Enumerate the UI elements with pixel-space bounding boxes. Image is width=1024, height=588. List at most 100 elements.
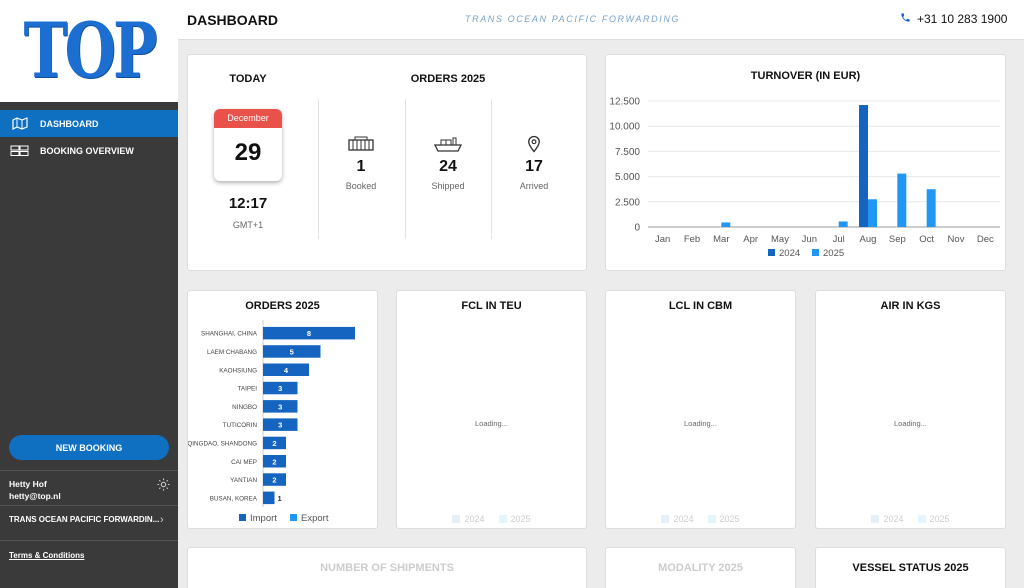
bar-2025-Aug: [868, 199, 877, 227]
legend-label: Import: [250, 513, 277, 524]
turnover-chart: 0 2.500 5.000 7.500 10.000 12.500 Jan Feb Mar Apr…: [609, 97, 1000, 259]
bar-2025-Mar: [721, 222, 731, 227]
chart-legend: 2024 2025: [606, 514, 795, 524]
header: DASHBOARD TRANS OCEAN PACIFIC FORWARDING…: [178, 0, 1024, 40]
gear-icon[interactable]: [157, 478, 170, 496]
stat-label: Shipped: [431, 181, 465, 191]
bar-2024-Aug: [859, 105, 868, 227]
logo-text: TOP: [23, 6, 158, 95]
fcl-title: FCL IN TEU: [461, 300, 522, 312]
nav-item-booking-overview[interactable]: BOOKING OVERVIEW: [0, 137, 178, 164]
phone-icon: [900, 12, 911, 26]
divider: [405, 99, 406, 239]
legend-item: 2025: [917, 514, 950, 524]
user-email: hetty@top.nl: [9, 491, 61, 501]
stat-value: 1: [356, 158, 366, 175]
ship-icon: [433, 137, 463, 157]
bar-2025-Oct: [926, 189, 936, 227]
nav-item-dashboard[interactable]: DASHBOARD: [0, 110, 178, 137]
x-tick-label: Feb: [684, 234, 700, 245]
x-tick-label: Jun: [802, 234, 817, 245]
category-label: YANTIAN: [230, 477, 257, 484]
x-tick-label: Jul: [833, 234, 845, 245]
new-booking-button[interactable]: NEW BOOKING: [9, 435, 169, 460]
y-tick-label: 2.500: [615, 197, 640, 208]
data-label: 3: [278, 402, 282, 411]
y-tick-label: 12.500: [609, 97, 640, 108]
timezone: GMT+1: [232, 220, 264, 230]
orders-summary-title: ORDERS 2025: [410, 73, 486, 85]
phone-number: +31 10 283 1900: [917, 12, 1008, 26]
legend-item: 2024: [871, 514, 904, 524]
vessel-status-card: VESSEL STATUS 2025: [815, 547, 1006, 588]
map-icon: [0, 117, 40, 130]
data-label: 2: [272, 439, 276, 448]
category-label: KAOHSIUNG: [219, 367, 257, 374]
x-tick-label: Apr: [743, 234, 758, 245]
page-title: DASHBOARD: [187, 12, 278, 28]
loading-text: Loading...: [684, 419, 717, 428]
data-label: 4: [284, 366, 289, 375]
bar-import-CAI MEP: [263, 455, 286, 468]
stat-value: 17: [525, 158, 543, 175]
category-label: BUSAN, KOREA: [210, 495, 258, 502]
nav-item-label: DASHBOARD: [40, 118, 99, 129]
stat-shipped: 24 Shipped: [414, 135, 482, 191]
bar-2025-Jul: [838, 221, 848, 227]
logo[interactable]: TOP: [0, 0, 178, 102]
modality-card: MODALITY 2025: [605, 547, 796, 588]
orders-ports-card: ORDERS 2025 SHANGHAI, CHINA 8 LAEM CHABANG…: [187, 290, 378, 529]
phone-contact[interactable]: +31 10 283 1900: [900, 12, 1007, 26]
user-name: Hetty Hof: [9, 479, 47, 489]
y-tick-label: 10.000: [609, 122, 640, 133]
shipments-card: NUMBER OF SHIPMENTS: [187, 547, 587, 588]
bar-import-BUSAN, KOREA: [263, 491, 275, 505]
chart-legend: 2024 2025: [816, 514, 1005, 524]
x-tick-label: Jan: [655, 234, 670, 245]
fcl-card: FCL IN TEU Loading... 2024 2025: [396, 290, 587, 529]
divider: [318, 99, 319, 239]
bar-import-TAIPEI: [263, 381, 298, 395]
legend-swatch: [452, 515, 461, 523]
shipments-title: NUMBER OF SHIPMENTS: [320, 562, 454, 574]
divider: [0, 505, 178, 506]
bar-import-KAOHSIUNG: [263, 363, 309, 376]
bar-import-LAEM CHABANG: [263, 345, 321, 358]
x-tick-label: May: [771, 234, 789, 245]
container-icon: [347, 136, 375, 157]
vessel-status-title: VESSEL STATUS 2025: [852, 562, 969, 574]
legend-item: 2025: [707, 514, 740, 524]
category-label: NINGBO: [232, 404, 257, 411]
air-title: AIR IN KGS: [880, 300, 941, 312]
category-label: TUTICORIN: [223, 422, 258, 429]
legend-item: 2024: [661, 514, 694, 524]
x-tick-label: Dec: [977, 234, 994, 245]
location-pin-icon: [525, 135, 543, 157]
data-label: 2: [272, 457, 276, 466]
stat-value: 24: [439, 158, 457, 175]
legend-swatch: [290, 514, 297, 521]
company-slogan: TRANS OCEAN PACIFIC FORWARDING: [465, 14, 681, 24]
data-label: 5: [290, 347, 294, 356]
divider: [0, 470, 178, 471]
terms-link[interactable]: Terms & Conditions: [9, 551, 85, 560]
legend-label: 2024: [779, 248, 800, 259]
current-time: 12:17: [228, 195, 268, 212]
data-label: 3: [278, 384, 282, 393]
orders-ports-chart: SHANGHAI, CHINA 8 LAEM CHABANG 5 KAOHSIUNG 4 T…: [188, 320, 355, 524]
stat-booked: 1 Booked: [328, 135, 394, 191]
calendar-widget: December 29: [214, 109, 282, 181]
chart-legend: 2024 2025: [397, 514, 586, 524]
today-card: TODAY ORDERS 2025 December 29 12:17 GMT+…: [187, 54, 587, 271]
chevron-right-icon[interactable]: ›: [160, 514, 164, 526]
bar-import-YANTIAN: [263, 473, 286, 486]
bar-import-QINGDAO, SHANDONG: [263, 436, 286, 450]
legend-swatch: [812, 249, 819, 256]
legend-swatch: [871, 515, 880, 523]
category-label: LAEM CHABANG: [207, 349, 257, 356]
bar-import-SHANGHAI, CHINA: [263, 326, 355, 340]
company-selector[interactable]: TRANS OCEAN PACIFIC FORWARDIN...: [9, 515, 159, 524]
x-tick-label: Oct: [919, 234, 934, 245]
category-label: QINGDAO, SHANDONG: [188, 440, 257, 447]
